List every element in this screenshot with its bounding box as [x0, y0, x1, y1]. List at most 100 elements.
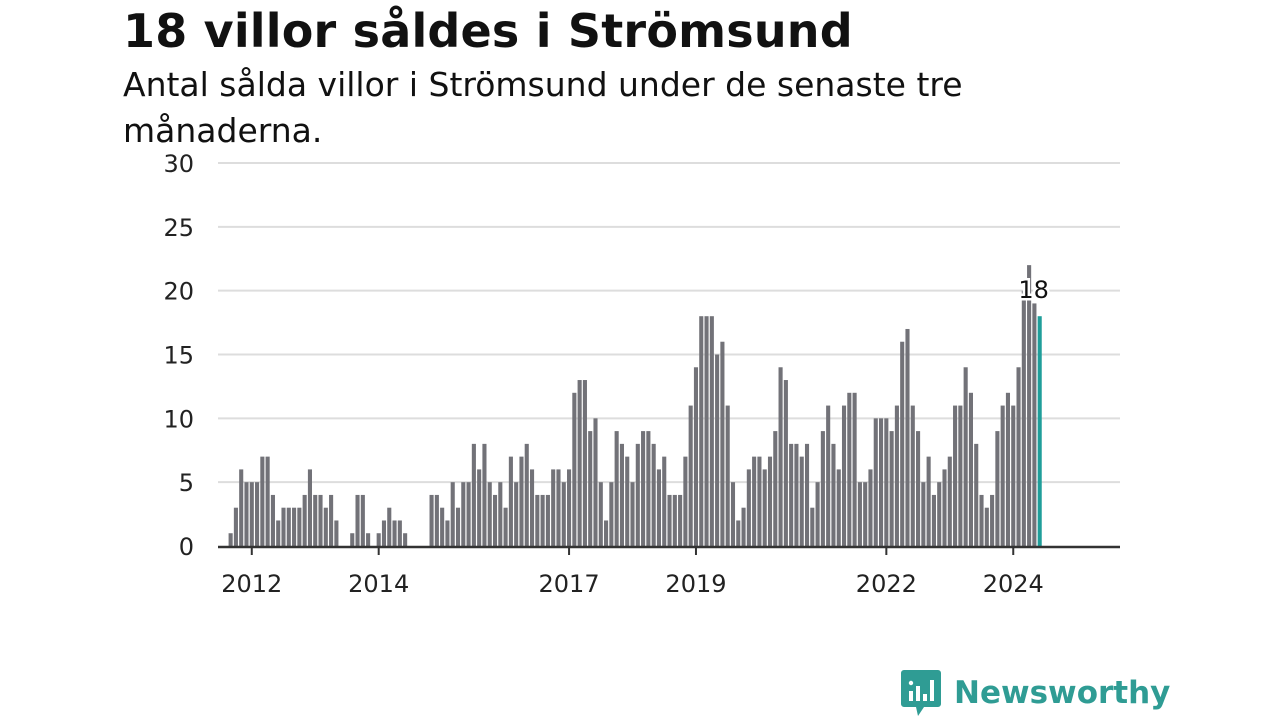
bar [968, 392, 973, 546]
bar [588, 431, 593, 546]
bar [947, 456, 952, 546]
bar [577, 380, 582, 546]
bar [487, 482, 492, 546]
highlight-bar [1037, 316, 1042, 546]
bar [757, 456, 762, 546]
bar [736, 520, 741, 546]
bar [910, 405, 915, 546]
bar [667, 494, 672, 546]
bar [461, 482, 466, 546]
bar [646, 431, 651, 546]
bar [625, 456, 630, 546]
bar [286, 507, 291, 546]
bar [524, 443, 529, 546]
bar [397, 520, 402, 546]
bar [535, 494, 540, 546]
bar [545, 494, 550, 546]
bar [572, 392, 577, 546]
bar [741, 507, 746, 546]
bar [884, 418, 889, 546]
bar [1000, 405, 1005, 546]
bar [900, 341, 905, 546]
bar [641, 431, 646, 546]
bar [292, 507, 297, 546]
bar [990, 494, 995, 546]
y-tick-label-30: 30 [163, 150, 194, 178]
bar [455, 507, 461, 546]
bar [905, 328, 910, 546]
highlight-value-label: 18 [1018, 276, 1049, 304]
bar [995, 431, 1000, 546]
bar [498, 482, 503, 546]
bar [466, 482, 471, 546]
y-tick-label-15: 15 [163, 342, 194, 370]
bar [434, 494, 439, 546]
bar [233, 507, 238, 546]
bar [746, 469, 751, 546]
bar [1005, 392, 1011, 546]
bar [725, 405, 730, 546]
bar [381, 520, 387, 546]
bar [847, 392, 852, 546]
bar [392, 520, 397, 546]
bar [355, 494, 360, 546]
bar [683, 456, 688, 546]
bar [635, 443, 640, 546]
bar [598, 482, 603, 546]
newsworthy-logo: Newsworthy [900, 668, 1170, 718]
bar [482, 443, 487, 546]
bar [244, 482, 249, 546]
bar [958, 405, 963, 546]
bar [984, 507, 989, 546]
bar [826, 405, 831, 546]
bar [1021, 290, 1026, 546]
bar [704, 316, 709, 546]
bar [492, 494, 498, 546]
bar [582, 380, 587, 546]
bar [762, 469, 767, 546]
bar [789, 443, 794, 546]
bar [270, 494, 275, 546]
bar [1016, 367, 1021, 546]
y-tick-label-10: 10 [163, 405, 194, 433]
bar [773, 431, 778, 546]
bar [926, 456, 931, 546]
bar [810, 507, 815, 546]
bar [630, 482, 635, 546]
bar [916, 431, 921, 546]
bar [979, 494, 984, 546]
bar [445, 520, 450, 546]
bar [931, 494, 936, 546]
y-tick-label-0: 0 [179, 533, 194, 561]
bar [953, 405, 958, 546]
bar [313, 494, 318, 546]
bar [815, 482, 820, 546]
bar [556, 469, 561, 546]
bar [852, 392, 857, 546]
value-labels: 18 [1016, 274, 1052, 307]
bar [429, 494, 434, 546]
bar [963, 367, 968, 546]
bar [307, 469, 312, 546]
bar [387, 507, 392, 546]
bars [228, 265, 1042, 546]
bar [265, 456, 270, 546]
bar [879, 418, 884, 546]
y-tick-label-5: 5 [179, 469, 194, 497]
bar [519, 456, 524, 546]
bar [255, 482, 260, 546]
bar [894, 405, 899, 546]
bar [720, 341, 725, 546]
bar [281, 507, 286, 546]
bar [974, 443, 979, 546]
bar [651, 443, 656, 546]
x-tick-label-2019: 2019 [665, 570, 726, 598]
x-axis: 2012 2014 2017 2019 2022 2024 [218, 545, 1120, 598]
bar [709, 316, 714, 546]
bar [873, 418, 878, 546]
chart-subtitle: Antal sålda villor i Strömsund under de … [123, 65, 963, 150]
bar [778, 367, 783, 546]
bar [360, 494, 365, 546]
bar [783, 380, 788, 546]
bar [767, 456, 773, 546]
